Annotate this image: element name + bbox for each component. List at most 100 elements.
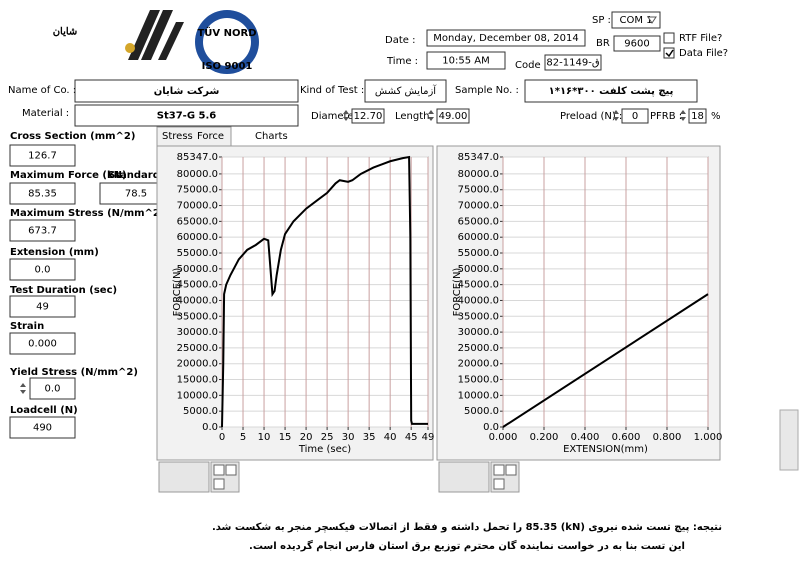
y-tick-label: 10000.0 — [177, 390, 218, 401]
br-label: BR : — [596, 38, 616, 49]
pfrb-box[interactable] — [688, 108, 707, 124]
y-tick-label: 25000.0 — [177, 343, 218, 354]
y-tick-label: 50000.0 — [458, 264, 499, 275]
x-tick-label: 0.800 — [653, 432, 682, 443]
dropdown-arrow[interactable] — [647, 16, 657, 24]
spinner-down[interactable] — [428, 117, 434, 121]
x-axis-label: Time (sec) — [298, 444, 351, 455]
x-tick-label: 5 — [240, 432, 246, 443]
x-tick-label: 30 — [342, 432, 355, 443]
y-tick-label: 35000.0 — [458, 311, 499, 322]
result-value-box — [9, 182, 76, 205]
result-value: 49 — [36, 302, 49, 313]
spinner-down[interactable] — [680, 117, 686, 121]
y-tick-label: 85347.0 — [458, 152, 499, 163]
result-value: 490 — [33, 423, 52, 434]
tab-label: Charts — [255, 131, 288, 142]
x-tick-label: 0.600 — [612, 432, 641, 443]
sp: COM 1 — [619, 15, 652, 26]
y-tick-label: 75000.0 — [458, 185, 499, 196]
spinner-up[interactable] — [428, 110, 434, 114]
pan-button[interactable] — [493, 478, 505, 490]
result-value-box — [9, 219, 76, 242]
y-tick-label: 20000.0 — [458, 359, 499, 370]
cursor-button[interactable] — [225, 464, 237, 476]
y-tick-label: 70000.0 — [458, 201, 499, 212]
result-label: Test Duration (sec) — [10, 285, 117, 296]
footer-line: این تست بنا به در خواست نماینده گان محتر… — [249, 539, 685, 552]
result-value-box — [9, 416, 76, 439]
spinner-up[interactable] — [20, 383, 26, 387]
y-tick-label: 30000.0 — [458, 327, 499, 338]
y-tick-label: 5000.0 — [464, 406, 499, 417]
sample-label: Sample No. : — [455, 85, 519, 96]
spinner-up[interactable] — [613, 110, 619, 114]
result-value: 0.0 — [35, 265, 51, 276]
result-value-box — [29, 377, 76, 400]
br-box[interactable] — [613, 35, 661, 52]
result-label: Loadcell (N) — [10, 405, 78, 416]
diameter-box[interactable] — [351, 108, 385, 124]
result-value: 78.5 — [125, 189, 147, 200]
y-tick-label: 65000.0 — [177, 216, 218, 227]
spinner-down[interactable] — [613, 117, 619, 121]
spinner-up[interactable] — [343, 110, 349, 114]
result-value-box — [9, 295, 76, 318]
x-tick-label: 20 — [300, 432, 313, 443]
y-axis-label: FORCE(N) — [172, 268, 183, 317]
y-tick-label: 45000.0 — [177, 280, 218, 291]
y-axis-label: FORCE(N) — [452, 268, 463, 317]
toolbar[interactable] — [438, 461, 490, 493]
data-label: Data File? — [679, 48, 728, 59]
result-label: Cross Section (mm^2) — [10, 131, 135, 142]
y-tick-label: 40000.0 — [177, 295, 218, 306]
length-label: Length — [395, 111, 430, 122]
tab-label: Stress — [162, 131, 193, 142]
length: 49.00 — [439, 111, 468, 122]
time: 10:55 AM — [442, 56, 489, 67]
y-tick-label: 50000.0 — [177, 264, 218, 275]
length-box[interactable] — [436, 108, 470, 124]
time-label: Time : — [386, 56, 418, 67]
data-checkbox[interactable] — [663, 47, 675, 59]
zoom-button[interactable] — [213, 464, 225, 476]
scrollbar[interactable] — [779, 409, 799, 471]
y-tick-label: 15000.0 — [177, 375, 218, 386]
date: Monday, December 08, 2014 — [433, 33, 578, 44]
diameter: 12.70 — [354, 111, 383, 122]
sp-label: SP : — [592, 15, 611, 26]
result-value: 673.7 — [28, 226, 57, 237]
x-tick-label: 10 — [258, 432, 271, 443]
y-tick-label: 55000.0 — [177, 248, 218, 259]
spinner-down[interactable] — [343, 117, 349, 121]
result-label: Standard (kN) — [108, 170, 188, 181]
material-label: Material : — [22, 108, 69, 119]
y-tick-label: 70000.0 — [177, 201, 218, 212]
y-tick-label: 35000.0 — [177, 311, 218, 322]
y-tick-label: 5000.0 — [183, 406, 218, 417]
x-tick-label: 40 — [384, 432, 397, 443]
data-line — [221, 155, 428, 428]
spinner-up[interactable] — [680, 110, 686, 114]
code: 82-1149-ق — [546, 58, 599, 69]
zoom-button[interactable] — [493, 464, 505, 476]
result-label: Maximum Force (kN) — [10, 170, 127, 181]
stripes-logo — [125, 10, 184, 60]
result-value: 0.0 — [45, 384, 61, 395]
sp-box[interactable] — [611, 11, 661, 29]
cursor-button[interactable] — [505, 464, 517, 476]
preload-box[interactable] — [621, 108, 649, 124]
tab-label: Force — [197, 131, 224, 142]
footer-area — [0, 505, 800, 575]
rtf-label: RTF File? — [679, 33, 722, 44]
pan-button[interactable] — [213, 478, 225, 490]
kind-label: Kind of Test : — [300, 85, 364, 96]
rtf-checkbox[interactable] — [663, 32, 675, 44]
y-tick-label: 80000.0 — [458, 169, 499, 180]
spinner-down[interactable] — [20, 390, 26, 394]
toolbar[interactable] — [158, 461, 210, 493]
result-label: Yield Stress (N/mm^2) — [9, 367, 138, 378]
x-tick-label: 0.200 — [530, 432, 559, 443]
y-tick-label: 0.0 — [202, 422, 218, 433]
